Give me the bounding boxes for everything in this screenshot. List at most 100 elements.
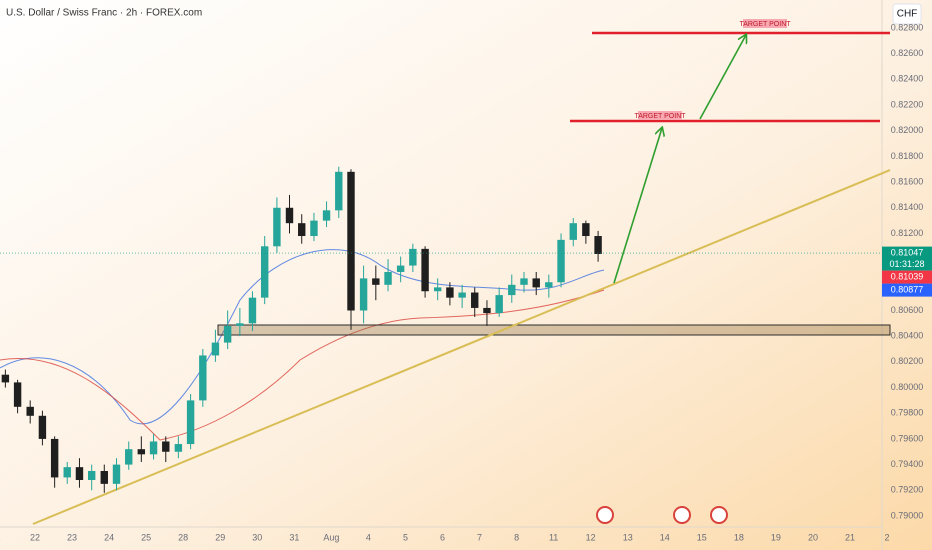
- candle-body: [75, 467, 84, 481]
- candle-body: [582, 223, 590, 237]
- y-tick-label: 0.80600: [891, 305, 924, 315]
- candle-body: [483, 307, 491, 314]
- y-tick-label: 0.80200: [891, 356, 924, 366]
- x-tick-label: Aug: [323, 532, 339, 542]
- event-icon: [673, 506, 691, 524]
- trend-line: [32, 169, 891, 525]
- y-tick-label: 0.80000: [891, 382, 924, 392]
- candle-body: [199, 355, 207, 401]
- candle-body: [273, 207, 281, 247]
- x-tick-label: 14: [660, 532, 670, 542]
- event-icon: [710, 506, 728, 524]
- candle-body: [223, 325, 232, 343]
- y-tick-label: 0.81200: [891, 228, 924, 238]
- y-tick-label: 0.79400: [891, 459, 924, 469]
- candle-body: [433, 287, 442, 292]
- candle-body: [421, 248, 429, 292]
- candle-body: [557, 239, 565, 283]
- candle-body: [446, 287, 454, 298]
- candle-body: [13, 382, 22, 407]
- currency-box: [892, 3, 922, 25]
- candle-body: [458, 292, 466, 298]
- x-tick-label: 21: [845, 532, 855, 542]
- price-label: 0.81047: [891, 247, 924, 257]
- candle-body: [26, 406, 34, 416]
- arrow: [613, 128, 662, 284]
- arrow: [699, 35, 746, 120]
- x-tick-label: 4: [366, 532, 371, 542]
- y-tick-label: 0.79800: [891, 408, 924, 418]
- x-tick-label: 5: [403, 532, 408, 542]
- y-tick-label: 0.82800: [891, 22, 924, 32]
- candle-body: [409, 248, 417, 266]
- annotation-bg: [743, 19, 787, 28]
- x-tick-label: 20: [808, 532, 818, 542]
- annotation-bg: [638, 111, 682, 120]
- candle-body: [545, 282, 553, 288]
- x-tick-label: 8: [514, 532, 519, 542]
- candle-body: [137, 449, 146, 455]
- y-tick-label: 0.80400: [891, 331, 924, 341]
- x-tick-label: 18: [734, 532, 744, 542]
- candle-body: [508, 284, 516, 296]
- y-tick-label: 0.82000: [891, 125, 924, 135]
- candle-body: [298, 223, 306, 237]
- y-tick-label: 0.81800: [891, 151, 924, 161]
- candle-body: [359, 278, 368, 311]
- y-tick-label: 0.82600: [891, 48, 924, 58]
- y-tick-label: 0.81400: [891, 202, 924, 212]
- x-tick-label: 13: [623, 532, 633, 542]
- candle-body: [63, 467, 71, 478]
- candle-body: [174, 444, 183, 452]
- x-tick-label: 23: [67, 532, 77, 542]
- x-tick-label: 22: [30, 532, 40, 542]
- candle-body: [520, 278, 528, 285]
- x-tick-label: 11: [549, 532, 558, 542]
- x-tick-label: 2: [885, 532, 890, 542]
- x-tick-label: 25: [141, 532, 151, 542]
- price-label-bg: [882, 283, 932, 297]
- x-tick-label: 15: [697, 532, 707, 542]
- annotation: TARGET POINT: [634, 113, 686, 120]
- candle-body: [149, 441, 158, 455]
- countdown: 01:31:28: [889, 259, 924, 269]
- candle-body: [50, 438, 59, 478]
- candle-body: [236, 323, 244, 326]
- y-tick-label: 0.81600: [891, 176, 924, 186]
- candle-body: [186, 400, 195, 445]
- price-label: 0.81039: [891, 271, 924, 281]
- x-tick-label: 6: [440, 532, 445, 542]
- price-label-bg: [882, 270, 932, 284]
- candle-body: [260, 246, 269, 298]
- event-icon: [596, 506, 614, 524]
- candle-body: [1, 374, 10, 383]
- candle-body: [471, 292, 479, 308]
- indicator-line: [0, 289, 605, 441]
- event-icons: [596, 506, 728, 524]
- annotation: TARGET POINT: [739, 21, 791, 28]
- x-tick-label: 28: [178, 532, 188, 542]
- candle-body: [335, 171, 343, 211]
- candle-body: [125, 449, 133, 465]
- candle-body: [594, 236, 602, 254]
- candle-body: [112, 464, 121, 484]
- candle-body: [285, 207, 294, 224]
- candle-body: [384, 271, 392, 285]
- currency: CHF: [897, 9, 918, 20]
- chart-title: U.S. Dollar / Swiss Franc · 2h · FOREX.c…: [6, 8, 202, 19]
- candle-body: [87, 471, 96, 481]
- x-tick-label: 29: [215, 532, 225, 542]
- candle-body: [100, 471, 108, 484]
- price-label-bg: [882, 246, 932, 271]
- candle-body: [38, 415, 47, 439]
- price-label: 0.80877: [891, 284, 924, 294]
- x-tick-label: 31: [289, 532, 299, 542]
- y-tick-label: 0.79200: [891, 485, 924, 495]
- x-tick-label: 12: [586, 532, 596, 542]
- candle-body: [211, 342, 220, 356]
- y-tick-label: 0.79000: [891, 510, 924, 520]
- candle-body: [372, 278, 380, 285]
